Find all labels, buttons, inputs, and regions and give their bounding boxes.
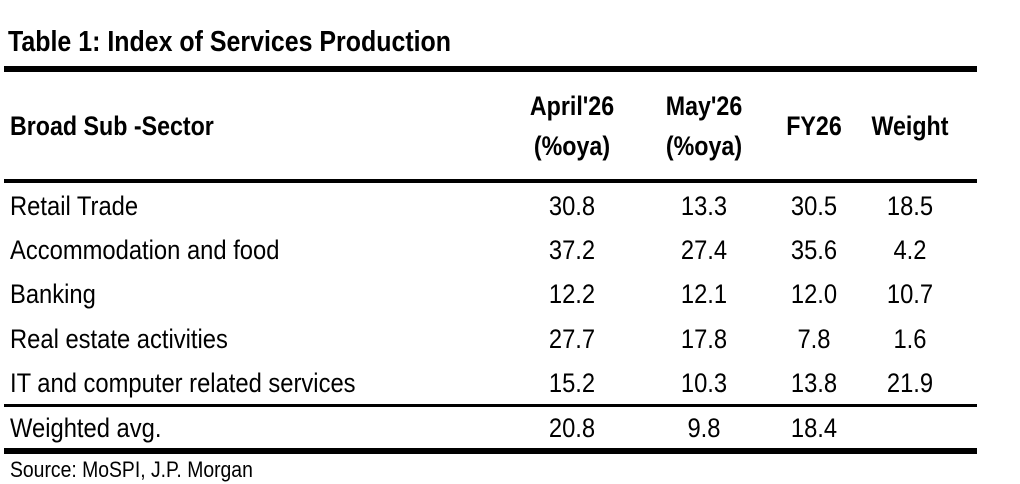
header-may-line2: (%oya) (665, 131, 743, 161)
cell-fy26: 35.6 (790, 235, 838, 265)
cell-may: 17.8 (680, 324, 728, 354)
cell-fy26: 12.0 (790, 279, 838, 309)
row-label: Banking (10, 279, 96, 309)
cell-may: 12.1 (680, 279, 728, 309)
cell-fy26: 7.8 (797, 324, 831, 354)
cell-weight: 4.2 (893, 235, 927, 265)
total-rule (4, 404, 977, 407)
cell-weight: 1.6 (893, 324, 927, 354)
cell-may: 10.3 (680, 368, 728, 398)
total-april: 20.8 (548, 413, 596, 443)
row-label: Accommodation and food (10, 235, 280, 265)
cell-may: 13.3 (680, 191, 728, 221)
cell-fy26: 30.5 (790, 191, 838, 221)
header-april-line1: April'26 (529, 91, 615, 121)
cell-april: 15.2 (548, 368, 596, 398)
cell-weight: 21.9 (886, 368, 934, 398)
table-title: Table 1: Index of Services Production (8, 26, 452, 58)
row-label: Retail Trade (10, 191, 139, 221)
total-may: 9.8 (687, 413, 721, 443)
cell-weight: 18.5 (886, 191, 934, 221)
cell-april: 12.2 (548, 279, 596, 309)
header-fy26: FY26 (786, 111, 842, 141)
header-sector: Broad Sub -Sector (10, 111, 214, 141)
header-rule (4, 179, 977, 183)
header-weight: Weight (871, 111, 949, 141)
cell-fy26: 13.8 (790, 368, 838, 398)
total-label: Weighted avg. (10, 413, 162, 443)
source-note: Source: MoSPI, J.P. Morgan (10, 457, 253, 482)
cell-april: 37.2 (548, 235, 596, 265)
header-may-line1: May'26 (665, 91, 743, 121)
bottom-rule (4, 448, 977, 454)
cell-may: 27.4 (680, 235, 728, 265)
row-label: Real estate activities (10, 324, 228, 354)
row-label: IT and computer related services (10, 368, 356, 398)
cell-april: 27.7 (548, 324, 596, 354)
top-rule (4, 66, 977, 72)
cell-weight: 10.7 (886, 279, 934, 309)
total-fy26: 18.4 (790, 413, 838, 443)
header-april-line2: (%oya) (533, 131, 611, 161)
cell-april: 30.8 (548, 191, 596, 221)
